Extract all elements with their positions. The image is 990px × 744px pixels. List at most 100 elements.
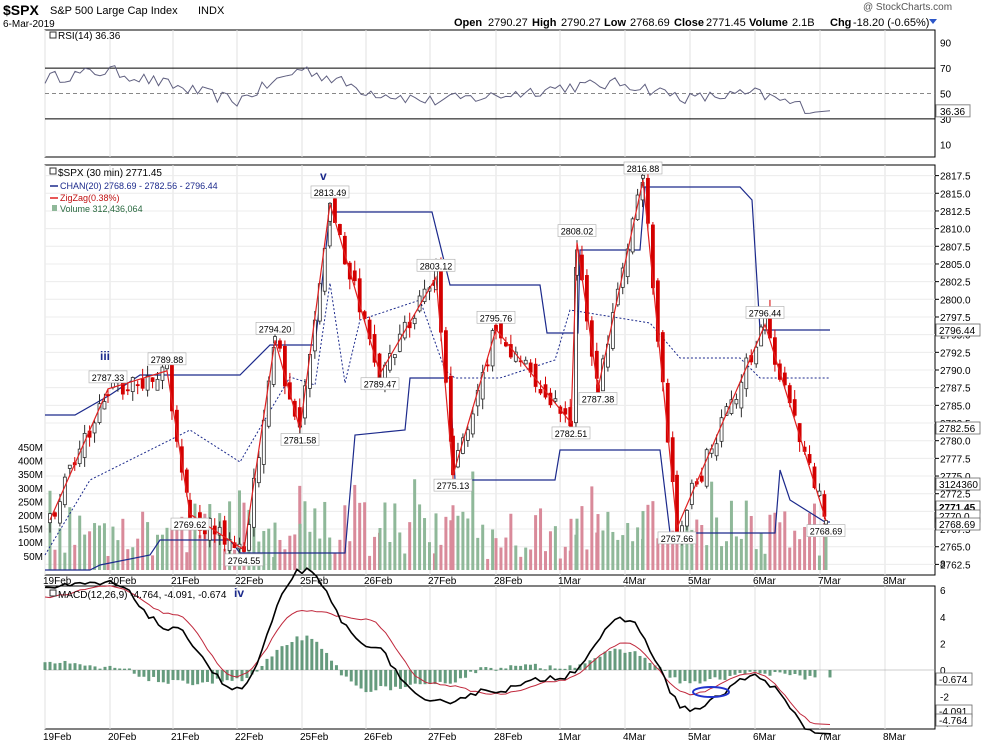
price-tick-label: 2775.0 [940, 472, 971, 483]
chevron-down-icon[interactable] [929, 19, 937, 24]
volume-bar [116, 540, 120, 570]
macd-histogram-bar [147, 670, 151, 682]
zigzag-line [49, 179, 827, 551]
macd-tick-label: 8 [940, 560, 946, 571]
volume-bar [461, 511, 465, 570]
volume-bar [160, 534, 164, 570]
macd-histogram-bar [325, 652, 329, 670]
macd-histogram-bar [489, 667, 493, 670]
chan-legend: CHAN(20) 2768.69 - 2782.56 - 2796.44 [60, 181, 218, 191]
volume-bar [486, 558, 490, 570]
candle-up [97, 403, 102, 423]
wave-label-v: v [320, 169, 327, 183]
volume-bar [273, 522, 277, 570]
macd-histogram-bar [828, 670, 832, 678]
volume-bar [661, 538, 665, 570]
volume-bar [596, 514, 600, 570]
date-tick-label: 20Feb [108, 576, 137, 587]
volume-bar [580, 506, 584, 570]
macd-histogram-bar [275, 649, 279, 670]
macd-histogram-bar [48, 661, 52, 670]
macd-histogram-bar [583, 663, 587, 670]
date-tick-label: 5Mar [688, 576, 711, 587]
macd-histogram-bar [653, 665, 657, 670]
low-value: 2768.69 [630, 17, 670, 29]
zigzag-label: 2787.33 [92, 373, 125, 383]
macd-histogram-bar [43, 662, 47, 670]
date-tick-label: 26Feb [364, 576, 393, 587]
macd-histogram-bar [738, 670, 742, 673]
volume-bar [78, 515, 82, 570]
macd-histogram-bar [78, 664, 82, 670]
rsi-tick-label: 90 [940, 39, 952, 50]
macd-right-label: -0.674 [939, 675, 968, 686]
volume-bar [803, 526, 807, 570]
volume-bar [494, 538, 498, 570]
volume-bar [88, 531, 92, 570]
volume-bar [705, 545, 709, 570]
macd-histogram-bar [748, 670, 752, 672]
price-tick-label: 2817.5 [940, 172, 971, 183]
volume-bar [529, 549, 533, 570]
rsi-tick-label: 30 [940, 115, 952, 126]
close-label: Close [674, 17, 704, 29]
price-tick-label: 2780.0 [940, 437, 971, 448]
macd-histogram-bar [668, 670, 672, 678]
volume-bar [695, 519, 699, 570]
price-legend-title: $SPX (30 min) 2771.45 [58, 168, 162, 179]
volume-bar [203, 513, 207, 570]
date-tick-label: 22Feb [235, 576, 264, 587]
volume-bar [328, 554, 332, 570]
candle-down [357, 278, 362, 313]
macd-histogram-bar [663, 670, 667, 671]
volume-bar [373, 536, 377, 570]
price-tick-label: 2800.0 [940, 295, 971, 306]
zigzag-label-box [147, 352, 187, 366]
zigzag-label: 2764.55 [228, 556, 261, 566]
candle-up [58, 501, 62, 524]
volume-bar [213, 534, 217, 570]
zigzag-label: 2789.88 [151, 355, 184, 365]
price-tick-label: 2805.0 [940, 260, 971, 271]
volume-tick-label: 100M [18, 538, 43, 549]
price-right-label: 2796.44 [939, 326, 976, 337]
volume-bar [817, 555, 821, 570]
volume-bar [534, 515, 538, 570]
open-label: Open [454, 17, 482, 29]
macd-histogram-bar [330, 660, 334, 670]
zigzag-label: 2775.13 [437, 481, 470, 491]
macd-date-tick-label: 28Feb [494, 732, 523, 743]
price-right-label-box [935, 517, 981, 531]
macd-histogram-bar [210, 670, 214, 684]
macd-histogram-bar [718, 670, 722, 680]
zigzag-label: 2794.20 [259, 324, 292, 334]
macd-histogram-bar [753, 670, 757, 672]
price-tick-label: 2762.5 [940, 560, 971, 571]
price-tick-label: 2815.0 [940, 189, 971, 200]
volume-bar [744, 500, 748, 570]
macd-histogram-bar [633, 651, 637, 670]
zigzag-label: 2767.66 [661, 534, 694, 544]
macd-histogram-bar [379, 670, 383, 687]
macd-histogram-bar [93, 666, 97, 670]
volume-bar [439, 544, 443, 570]
volume-bar [466, 518, 470, 570]
macd-histogram-bar [484, 667, 488, 670]
macd-histogram-bar [509, 665, 513, 670]
macd-date-tick-label: 4Mar [623, 732, 646, 743]
volume-bar [393, 503, 397, 570]
volume-bar [585, 549, 589, 570]
macd-histogram-bar [514, 665, 518, 670]
zigzag-label-box [280, 433, 320, 446]
candle-up [824, 520, 828, 525]
macd-histogram-bar [593, 658, 597, 670]
volume-bar [151, 555, 155, 570]
zigzag-label: 2813.49 [314, 188, 347, 198]
macd-histogram-bar [152, 670, 156, 677]
volume-bar [476, 537, 480, 570]
volume-bar [156, 534, 159, 570]
macd-date-tick-label: 7Mar [818, 732, 841, 743]
ohlc-readout: Open 2790.27 High 2790.27 Low 2768.69 Cl… [454, 17, 929, 29]
volume-bar [788, 547, 792, 570]
macd-histogram-bar [783, 670, 787, 674]
